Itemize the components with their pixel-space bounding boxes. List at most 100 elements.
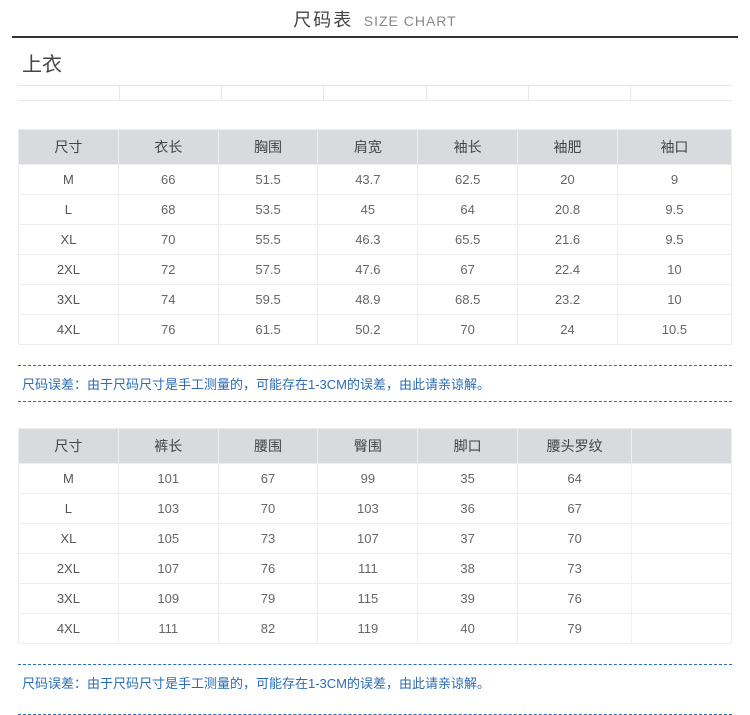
table-cell: 39 bbox=[418, 584, 518, 614]
table-row: M6651.543.762.5209 bbox=[19, 165, 732, 195]
table-cell: 3XL bbox=[19, 584, 119, 614]
table-cell: 36 bbox=[418, 494, 518, 524]
table-cell: 66 bbox=[118, 165, 218, 195]
table-cell: M bbox=[19, 464, 119, 494]
table-cell: 65.5 bbox=[418, 225, 518, 255]
table-cell bbox=[632, 494, 732, 524]
table-cell: 35 bbox=[418, 464, 518, 494]
table-cell: 105 bbox=[118, 524, 218, 554]
table-cell: XL bbox=[19, 524, 119, 554]
table-cell: 62.5 bbox=[418, 165, 518, 195]
table-cell: 2XL bbox=[19, 554, 119, 584]
table-cell bbox=[632, 584, 732, 614]
table-cell: 115 bbox=[318, 584, 418, 614]
table-header-cell: 裤长 bbox=[118, 429, 218, 464]
table-header-cell: 胸围 bbox=[218, 130, 318, 165]
table-cell: 70 bbox=[118, 225, 218, 255]
table-cell: 55.5 bbox=[218, 225, 318, 255]
table-cell: 109 bbox=[118, 584, 218, 614]
size-note-2: 尺码误差：由于尺码尺寸是手工测量的，可能存在1-3CM的误差，由此请亲谅解。 bbox=[22, 673, 728, 692]
table-header-cell bbox=[632, 429, 732, 464]
table-cell: L bbox=[19, 195, 119, 225]
table-cell: 101 bbox=[118, 464, 218, 494]
table-cell bbox=[632, 614, 732, 644]
table-row: 2XL7257.547.66722.410 bbox=[19, 255, 732, 285]
table-cell: 68.5 bbox=[418, 285, 518, 315]
table-header-cell: 袖肥 bbox=[518, 130, 618, 165]
table-cell: 21.6 bbox=[518, 225, 618, 255]
table-cell: 70 bbox=[518, 524, 632, 554]
table-header-cell: 腰围 bbox=[218, 429, 318, 464]
table-row: 3XL7459.548.968.523.210 bbox=[19, 285, 732, 315]
table-row: 2XL107761113873 bbox=[19, 554, 732, 584]
table-header-cell: 臀围 bbox=[318, 429, 418, 464]
table-cell: 47.6 bbox=[318, 255, 418, 285]
table-cell: 103 bbox=[318, 494, 418, 524]
table-cell: 67 bbox=[218, 464, 318, 494]
chart-header: 尺码表 SIZE CHART bbox=[12, 0, 738, 38]
table-cell: L bbox=[19, 494, 119, 524]
table-cell: 59.5 bbox=[218, 285, 318, 315]
table-cell: 76 bbox=[118, 315, 218, 345]
table-cell: 50.2 bbox=[318, 315, 418, 345]
table-header-cell: 袖长 bbox=[418, 130, 518, 165]
table-cell: 9 bbox=[617, 165, 731, 195]
table-cell: 79 bbox=[218, 584, 318, 614]
table-cell: 111 bbox=[118, 614, 218, 644]
table-row: XL7055.546.365.521.69.5 bbox=[19, 225, 732, 255]
table-cell: 82 bbox=[218, 614, 318, 644]
table-cell bbox=[632, 554, 732, 584]
table-row: M10167993564 bbox=[19, 464, 732, 494]
table-cell: 119 bbox=[318, 614, 418, 644]
table-cell: 51.5 bbox=[218, 165, 318, 195]
table-cell: 9.5 bbox=[617, 195, 731, 225]
table-cell: 107 bbox=[318, 524, 418, 554]
table-row: 3XL109791153976 bbox=[19, 584, 732, 614]
table-cell: 3XL bbox=[19, 285, 119, 315]
table-cell bbox=[632, 464, 732, 494]
table-header-cell: 脚口 bbox=[418, 429, 518, 464]
table-cell: 64 bbox=[418, 195, 518, 225]
table-cell: 43.7 bbox=[318, 165, 418, 195]
size-table-top: 尺寸衣长胸围肩宽袖长袖肥袖口 M6651.543.762.5209L6853.5… bbox=[18, 129, 732, 345]
table-cell: 70 bbox=[218, 494, 318, 524]
table-cell: 40 bbox=[418, 614, 518, 644]
size-note-1: 尺码误差：由于尺码尺寸是手工测量的，可能存在1-3CM的误差，由此请亲谅解。 bbox=[22, 374, 728, 393]
header-cn: 尺码表 bbox=[293, 10, 353, 30]
table-cell: 48.9 bbox=[318, 285, 418, 315]
table-cell: 20.8 bbox=[518, 195, 618, 225]
table-cell: 67 bbox=[418, 255, 518, 285]
table-cell: 72 bbox=[118, 255, 218, 285]
table-cell: 57.5 bbox=[218, 255, 318, 285]
table-row: 4XL111821194079 bbox=[19, 614, 732, 644]
table-header-cell: 袖口 bbox=[617, 130, 731, 165]
table-cell: 2XL bbox=[19, 255, 119, 285]
table-cell: 74 bbox=[118, 285, 218, 315]
table-header-cell: 衣长 bbox=[118, 130, 218, 165]
table-cell: 4XL bbox=[19, 614, 119, 644]
table-cell: 45 bbox=[318, 195, 418, 225]
header-en: SIZE CHART bbox=[364, 13, 457, 29]
table-cell: 79 bbox=[518, 614, 632, 644]
table-cell: 99 bbox=[318, 464, 418, 494]
table-cell: 64 bbox=[518, 464, 632, 494]
table-cell: 10.5 bbox=[617, 315, 731, 345]
table-cell: 107 bbox=[118, 554, 218, 584]
table-cell: 38 bbox=[418, 554, 518, 584]
table-cell: 67 bbox=[518, 494, 632, 524]
note-wrap-1: 尺码误差：由于尺码尺寸是手工测量的，可能存在1-3CM的误差，由此请亲谅解。 bbox=[18, 365, 732, 402]
table-cell: 10 bbox=[617, 255, 731, 285]
table-row: L6853.5456420.89.5 bbox=[19, 195, 732, 225]
note-wrap-2: 尺码误差：由于尺码尺寸是手工测量的，可能存在1-3CM的误差，由此请亲谅解。 bbox=[18, 664, 732, 700]
table-cell: 9.5 bbox=[617, 225, 731, 255]
table-header-cell: 尺寸 bbox=[19, 130, 119, 165]
table-cell: 20 bbox=[518, 165, 618, 195]
table-row: XL105731073770 bbox=[19, 524, 732, 554]
table-row: L103701033667 bbox=[19, 494, 732, 524]
table-cell: M bbox=[19, 165, 119, 195]
table-cell: 61.5 bbox=[218, 315, 318, 345]
table-cell: 24 bbox=[518, 315, 618, 345]
table-header-cell: 腰头罗纹 bbox=[518, 429, 632, 464]
table-cell: 22.4 bbox=[518, 255, 618, 285]
table-cell: 37 bbox=[418, 524, 518, 554]
